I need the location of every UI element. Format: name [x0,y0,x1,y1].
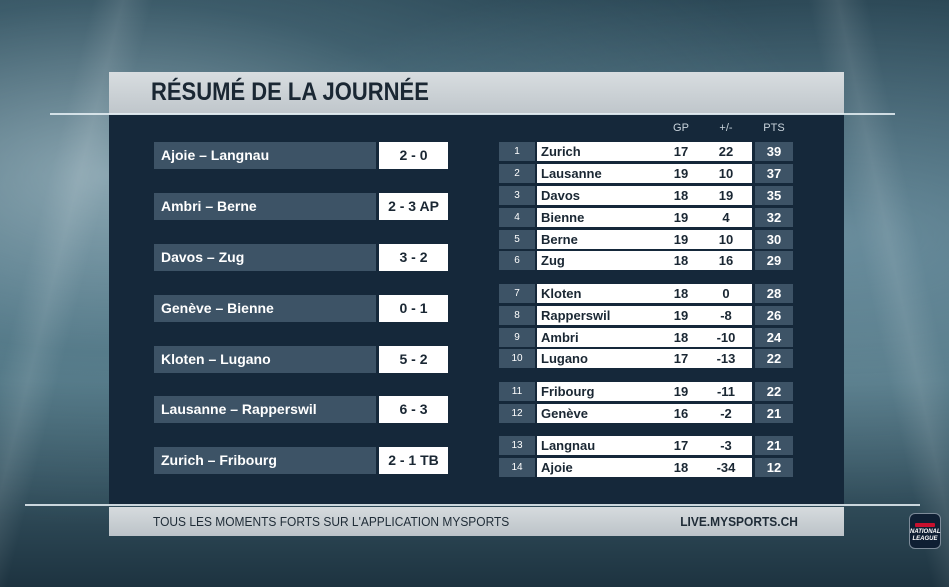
standings-team-cell: Langnau [537,436,752,455]
standings-rank-cell: 3 [499,186,535,205]
standings-pts-cell: 30 [755,230,793,249]
match-score: 2 - 1 TB [379,447,448,474]
standings-gp-cell: 19 [673,210,689,225]
match-score: 2 - 0 [379,142,448,169]
standings-diff-cell: -34 [716,460,736,475]
standings-gp-cell: 18 [673,460,689,475]
standings-gp-cell: 18 [673,330,689,345]
standings-team-cell: Bienne [537,208,752,227]
standings-pts-cell: 35 [755,186,793,205]
standings-gp-cell: 19 [673,166,689,181]
standings-rank-cell: 14 [499,458,535,477]
standings-rank-cell: 5 [499,230,535,249]
standings-rank-cell: 8 [499,306,535,325]
standings-pts-cell: 22 [755,349,793,368]
footer-website-link[interactable]: LIVE.MYSPORTS.CH [680,514,798,529]
standings-gp-cell: 16 [673,406,689,421]
standings-diff-cell: 16 [718,253,734,268]
match-label: Lausanne – Rapperswil [154,396,376,423]
match-score: 6 - 3 [379,396,448,423]
logo-stripe [915,523,935,527]
standings-gp-cell: 17 [673,144,689,159]
standings-gp-cell: 18 [673,286,689,301]
header-bar: RÉSUMÉ DE LA JOURNÉE [109,72,844,114]
standings-diff-cell: 10 [718,166,734,181]
standings-gp-cell: 17 [673,438,689,453]
standings-team-cell: Rapperswil [537,306,752,325]
standings-rank-cell: 13 [499,436,535,455]
standings-rank-cell: 9 [499,328,535,347]
standings-gp-cell: 19 [673,308,689,323]
standings-pts-cell: 26 [755,306,793,325]
column-header-pts: PTS [763,122,785,134]
match-label: Ambri – Berne [154,193,376,220]
standings-team-cell: Lausanne [537,164,752,183]
page-title: RÉSUMÉ DE LA JOURNÉE [151,78,429,106]
standings-pts-cell: 37 [755,164,793,183]
standings-diff-cell: -3 [720,438,732,453]
national-league-logo-icon: NATIONAL LEAGUE [909,513,941,549]
standings-pts-cell: 32 [755,208,793,227]
standings-rank-cell: 12 [499,404,535,423]
footer-bar: TOUS LES MOMENTS FORTS SUR L'APPLICATION… [109,507,844,536]
column-header-diff: +/- [719,122,733,134]
footer-divider-line [25,504,920,506]
standings-diff-cell: -10 [716,330,736,345]
standings-team-cell: Lugano [537,349,752,368]
match-label: Ajoie – Langnau [154,142,376,169]
standings-diff-cell: 19 [718,188,734,203]
match-label: Kloten – Lugano [154,346,376,373]
logo-line-2: LEAGUE [912,536,938,542]
standings-rank-cell: 2 [499,164,535,183]
standings-pts-cell: 39 [755,142,793,161]
standings-team-cell: Zurich [537,142,752,161]
match-score: 0 - 1 [379,295,448,322]
standings-gp-cell: 18 [673,188,689,203]
standings-diff-cell: 22 [718,144,734,159]
standings-team-cell: Davos [537,186,752,205]
standings-rank-cell: 1 [499,142,535,161]
match-score: 3 - 2 [379,244,448,271]
standings-rank-cell: 7 [499,284,535,303]
match-label: Genève – Bienne [154,295,376,322]
standings-rank-cell: 4 [499,208,535,227]
footer-promo-text: TOUS LES MOMENTS FORTS SUR L'APPLICATION… [153,514,510,529]
standings-diff-cell: 10 [718,232,734,247]
match-label: Davos – Zug [154,244,376,271]
standings-gp-cell: 19 [673,384,689,399]
standings-diff-cell: -2 [720,406,732,421]
standings-pts-cell: 21 [755,436,793,455]
standings-team-cell: Kloten [537,284,752,303]
standings-pts-cell: 24 [755,328,793,347]
standings-team-cell: Berne [537,230,752,249]
column-header-gp: GP [673,122,689,134]
match-score: 2 - 3 AP [379,193,448,220]
standings-rank-cell: 10 [499,349,535,368]
standings-gp-cell: 18 [673,253,689,268]
standings-team-cell: Ambri [537,328,752,347]
match-score: 5 - 2 [379,346,448,373]
standings-team-cell: Ajoie [537,458,752,477]
header-divider-line [50,113,895,115]
standings-gp-cell: 19 [673,232,689,247]
standings-pts-cell: 21 [755,404,793,423]
standings-diff-cell: 0 [722,286,730,301]
match-label: Zurich – Fribourg [154,447,376,474]
standings-team-cell: Fribourg [537,382,752,401]
standings-pts-cell: 22 [755,382,793,401]
standings-diff-cell: 4 [722,210,730,225]
standings-pts-cell: 29 [755,251,793,270]
logo-line-1: NATIONAL [910,529,941,535]
standings-team-cell: Genève [537,404,752,423]
standings-diff-cell: -13 [716,351,736,366]
standings-diff-cell: -11 [716,384,736,399]
standings-gp-cell: 17 [673,351,689,366]
standings-pts-cell: 28 [755,284,793,303]
standings-rank-cell: 11 [499,382,535,401]
standings-pts-cell: 12 [755,458,793,477]
standings-diff-cell: -8 [720,308,732,323]
standings-rank-cell: 6 [499,251,535,270]
standings-team-cell: Zug [537,251,752,270]
